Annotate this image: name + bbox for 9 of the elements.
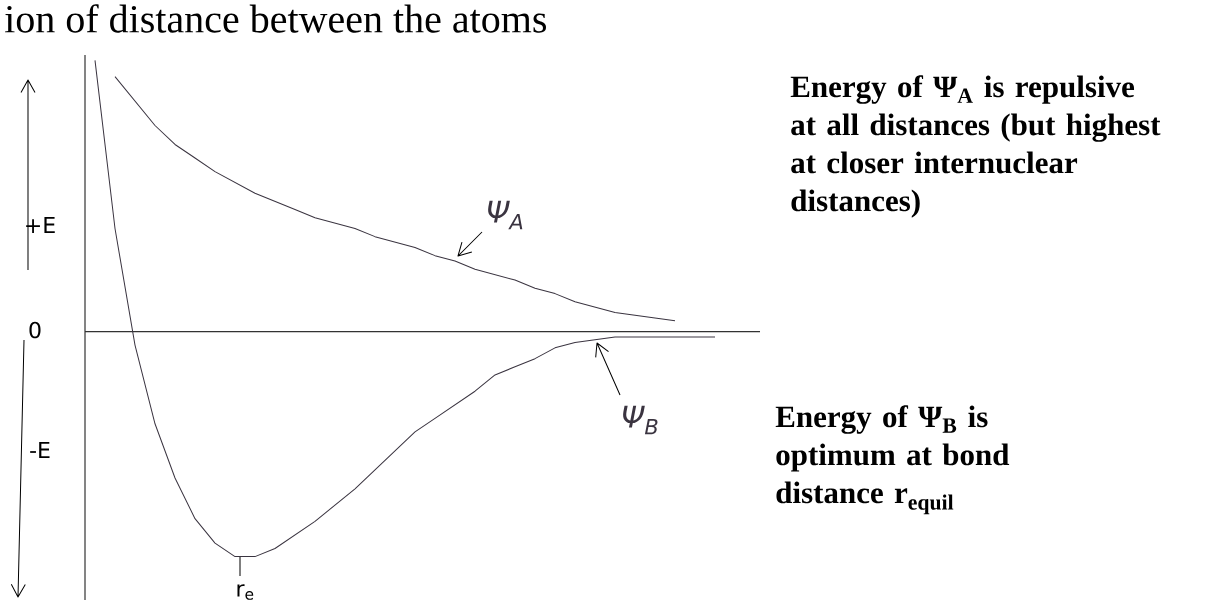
- chart-title: ion of distance between the atoms: [5, 4, 546, 33]
- text: Energy of Ψ$_{B}$ is optimum at bond distance r$_{equil}$: [775, 405, 1010, 515]
- text: Energy of Ψ$_{A}$ is repulsive at all distances (but highest at closer internuclear distances): [790, 75, 1161, 218]
- series-label: Ψ$_{A}$: [488, 200, 523, 230]
- text: 0: [29, 321, 41, 339]
- text: -E: [30, 441, 50, 459]
- text: Ψ$_{B}$: [623, 405, 658, 435]
- text: +E: [26, 216, 55, 234]
- text: r$_{e}$: [237, 584, 254, 600]
